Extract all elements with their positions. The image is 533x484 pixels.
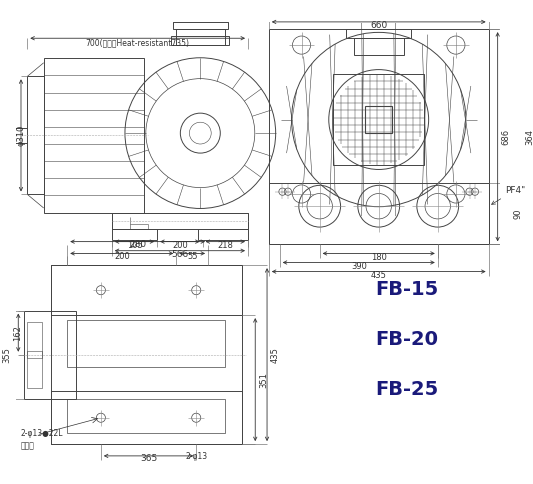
Bar [27, 76, 44, 195]
Text: FB-20: FB-20 [375, 330, 438, 349]
Bar [269, 182, 489, 244]
Text: FB-15: FB-15 [375, 280, 438, 299]
Bar [176, 29, 225, 45]
Text: 435: 435 [371, 271, 386, 280]
Text: 660: 660 [370, 21, 387, 30]
Text: 700(耐热型Heat-resistant735): 700(耐热型Heat-resistant735) [86, 38, 190, 47]
Text: 90: 90 [513, 208, 522, 219]
Text: 200: 200 [172, 241, 188, 250]
Bar [51, 392, 241, 444]
Bar [51, 265, 241, 315]
Bar [27, 351, 42, 388]
Bar [198, 229, 248, 240]
Bar [346, 29, 411, 38]
Text: 105: 105 [127, 241, 142, 250]
Text: φ310: φ310 [17, 125, 26, 146]
Text: 351: 351 [259, 372, 268, 388]
Text: 566: 566 [171, 250, 189, 259]
Bar [27, 321, 42, 358]
Text: PF4": PF4" [491, 185, 525, 204]
Bar [112, 212, 248, 229]
Text: 280: 280 [129, 240, 146, 249]
Text: 390: 390 [351, 262, 367, 271]
Text: 435: 435 [271, 347, 280, 363]
Text: 364: 364 [525, 129, 533, 145]
Text: 355: 355 [2, 347, 11, 363]
Text: 686: 686 [501, 129, 510, 145]
Bar [23, 311, 76, 399]
Bar [44, 58, 143, 212]
Text: 200: 200 [114, 252, 130, 261]
Text: 365: 365 [140, 454, 157, 463]
Text: 162: 162 [13, 325, 22, 341]
Text: 椭圆孔: 椭圆孔 [21, 441, 35, 451]
Text: 218: 218 [217, 241, 233, 250]
Bar [333, 74, 424, 165]
Bar [354, 38, 403, 55]
Bar [173, 22, 228, 29]
Bar [67, 399, 225, 433]
Text: 180: 180 [371, 253, 386, 261]
Bar [51, 265, 241, 444]
Text: 2-φ13●22L: 2-φ13●22L [21, 429, 63, 438]
Bar [112, 229, 157, 240]
Bar [171, 35, 229, 45]
Bar [112, 212, 248, 229]
Bar [67, 320, 225, 367]
Bar [269, 29, 489, 244]
Text: FB-25: FB-25 [375, 380, 438, 399]
Text: 55: 55 [187, 252, 197, 261]
Text: 2-φ13: 2-φ13 [185, 452, 207, 461]
Bar [365, 106, 392, 133]
